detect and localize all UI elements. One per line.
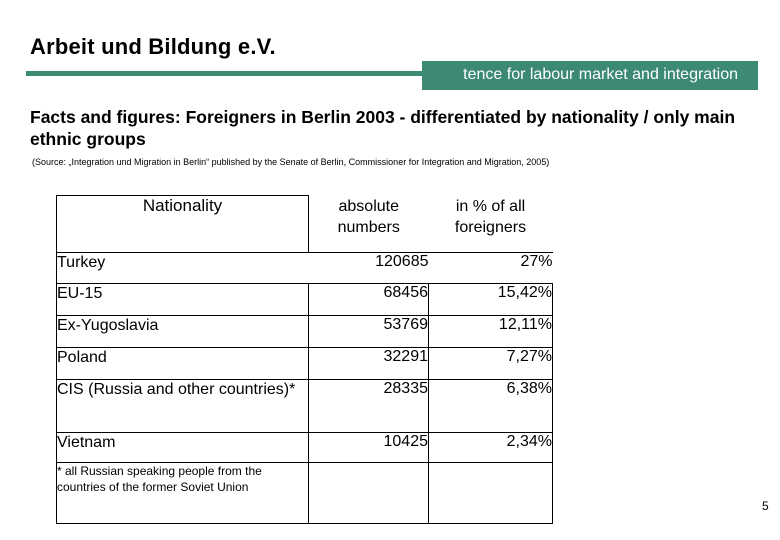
- page-number: 5: [762, 499, 769, 513]
- table-row: Turkey 120685 27%: [56, 252, 553, 284]
- cell-absolute: 120685: [308, 252, 429, 284]
- cell-nationality: Vietnam: [56, 432, 309, 463]
- column-header-percent: in % of all foreigners: [429, 196, 553, 253]
- column-header-absolute-line2: numbers: [337, 218, 400, 236]
- tagline-text: tence for labour market and integration: [463, 66, 738, 83]
- cell-percent: 15,42%: [428, 283, 553, 316]
- table-row: Poland 32291 7,27%: [56, 347, 553, 380]
- cell-absolute: 32291: [308, 347, 429, 380]
- org-title: Arbeit und Bildung e.V.: [30, 34, 276, 59]
- table-row: EU-15 68456 15,42%: [56, 283, 553, 316]
- cell-nationality: EU-15: [56, 283, 309, 316]
- cell-absolute: 28335: [308, 379, 429, 433]
- cell-percent: 6,38%: [428, 379, 553, 433]
- column-header-percent-line1: in % of all: [455, 197, 526, 215]
- slide-heading: Facts and figures: Foreigners in Berlin …: [30, 107, 736, 149]
- footnote: * all Russian speaking people from the c…: [56, 462, 309, 524]
- column-header-absolute-line1: absolute: [338, 197, 400, 215]
- cell-nationality: Poland: [56, 347, 309, 380]
- tagline-banner: tence for labour market and integration: [422, 61, 758, 90]
- header-divider-line: [26, 71, 422, 76]
- cell-absolute: 68456: [308, 283, 429, 316]
- column-header-absolute: absolute numbers: [309, 196, 429, 253]
- cell-nationality: Turkey: [56, 252, 309, 284]
- cell-percent: 27%: [428, 252, 553, 284]
- cell-nationality: Ex-Yugoslavia: [56, 315, 309, 348]
- table-row: Ex-Yugoslavia 53769 12,11%: [56, 315, 553, 348]
- source-note: (Source: „Integration und Migration in B…: [32, 157, 550, 167]
- cell-percent: 7,27%: [428, 347, 553, 380]
- nationality-table: Nationality absolute numbers in % of all…: [56, 195, 553, 524]
- cell-nationality: CIS (Russia and other countries)*: [56, 379, 309, 433]
- cell-absolute: 53769: [308, 315, 429, 348]
- table-footnote-row: * all Russian speaking people from the c…: [56, 462, 553, 524]
- empty-cell: [308, 462, 429, 524]
- table-row: CIS (Russia and other countries)* 28335 …: [56, 379, 553, 433]
- cell-absolute: 10425: [308, 432, 429, 463]
- cell-percent: 2,34%: [428, 432, 553, 463]
- column-header-percent-line2: foreigners: [454, 218, 527, 236]
- table-row: Vietnam 10425 2,34%: [56, 432, 553, 463]
- column-header-nationality: Nationality: [56, 195, 309, 253]
- cell-percent: 12,11%: [428, 315, 553, 348]
- empty-cell: [428, 462, 553, 524]
- table-header-row: Nationality absolute numbers in % of all…: [56, 195, 553, 253]
